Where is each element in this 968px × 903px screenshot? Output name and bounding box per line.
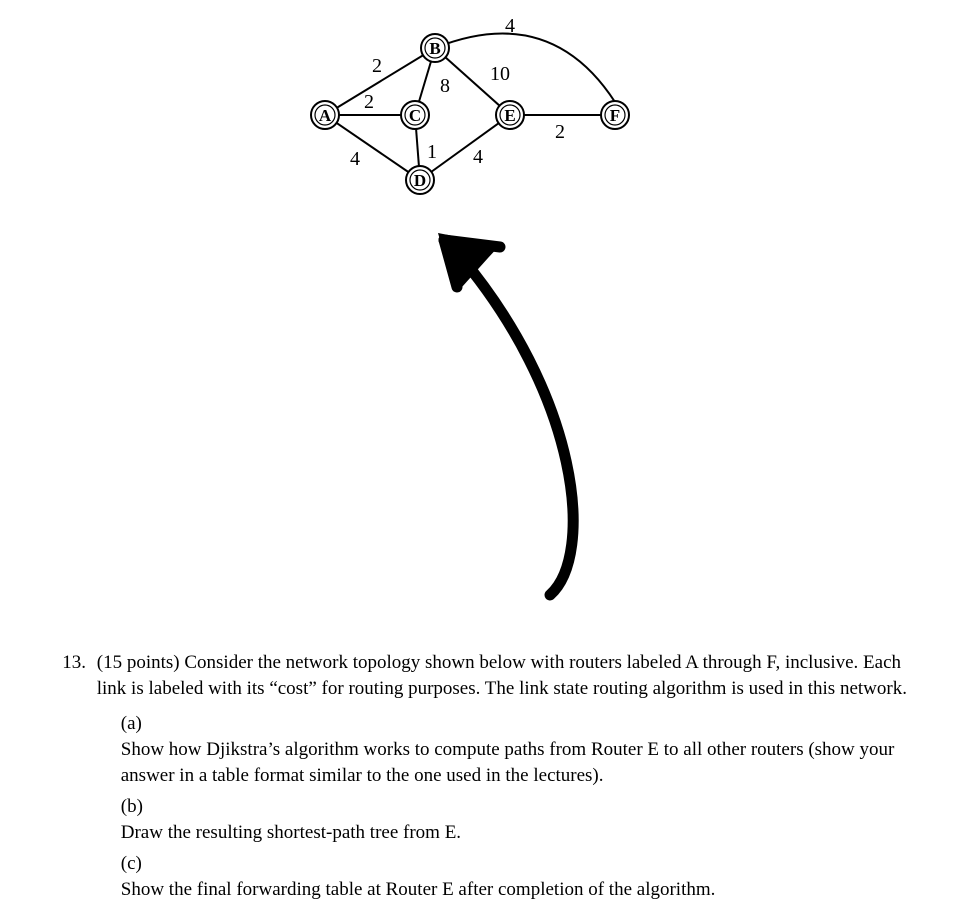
- question-intro: Consider the network topology shown belo…: [97, 652, 907, 699]
- page: 2 2 4 8 10 4 1 4 2 A B: [0, 0, 968, 860]
- svg-text:A: A: [319, 106, 332, 125]
- svg-text:E: E: [504, 106, 515, 125]
- subitem-c-label: (c): [121, 851, 149, 877]
- edge-label-ab: 2: [372, 55, 382, 77]
- subitem-a: (a) Show how Djikstra’s algorithm works …: [121, 711, 927, 788]
- svg-text:C: C: [409, 106, 421, 125]
- annotation-arrow: [400, 225, 650, 605]
- subitem-a-label: (a): [121, 711, 149, 737]
- subitem-c: (c) Show the final forwarding table at R…: [121, 851, 927, 902]
- subitem-b-text: Draw the resulting shortest-path tree fr…: [121, 820, 901, 846]
- edge-label-bc: 8: [440, 75, 450, 97]
- question-13: 13. (15 points) Consider the network top…: [60, 650, 930, 903]
- network-graph: 2 2 4 8 10 4 1 4 2 A B: [300, 10, 680, 210]
- node-a: A: [311, 101, 339, 129]
- subitem-c-text: Show the final forwarding table at Route…: [121, 877, 901, 903]
- node-d: D: [406, 166, 434, 194]
- edge-label-cd: 1: [427, 141, 437, 163]
- node-b: B: [421, 34, 449, 62]
- question-number: 13.: [60, 650, 86, 676]
- subitem-b: (b) Draw the resulting shortest-path tre…: [121, 794, 927, 845]
- subitem-b-label: (b): [121, 794, 149, 820]
- svg-text:B: B: [429, 39, 440, 58]
- edge-label-ac: 2: [364, 91, 374, 113]
- node-e: E: [496, 101, 524, 129]
- edge-label-ad: 4: [350, 148, 360, 170]
- edge-label-bf: 4: [505, 15, 515, 37]
- svg-text:F: F: [610, 106, 620, 125]
- node-c: C: [401, 101, 429, 129]
- svg-text:D: D: [414, 171, 426, 190]
- edge-label-be: 10: [490, 63, 510, 85]
- node-f: F: [601, 101, 629, 129]
- subitem-a-text: Show how Djikstra’s algorithm works to c…: [121, 737, 901, 788]
- edge-label-de: 4: [473, 146, 483, 168]
- edge-label-ef: 2: [555, 121, 565, 143]
- question-points: (15 points): [97, 652, 180, 673]
